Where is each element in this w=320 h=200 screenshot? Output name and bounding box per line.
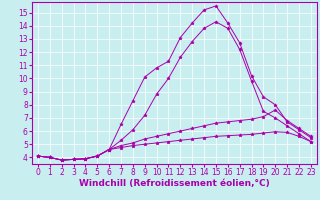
X-axis label: Windchill (Refroidissement éolien,°C): Windchill (Refroidissement éolien,°C): [79, 179, 270, 188]
